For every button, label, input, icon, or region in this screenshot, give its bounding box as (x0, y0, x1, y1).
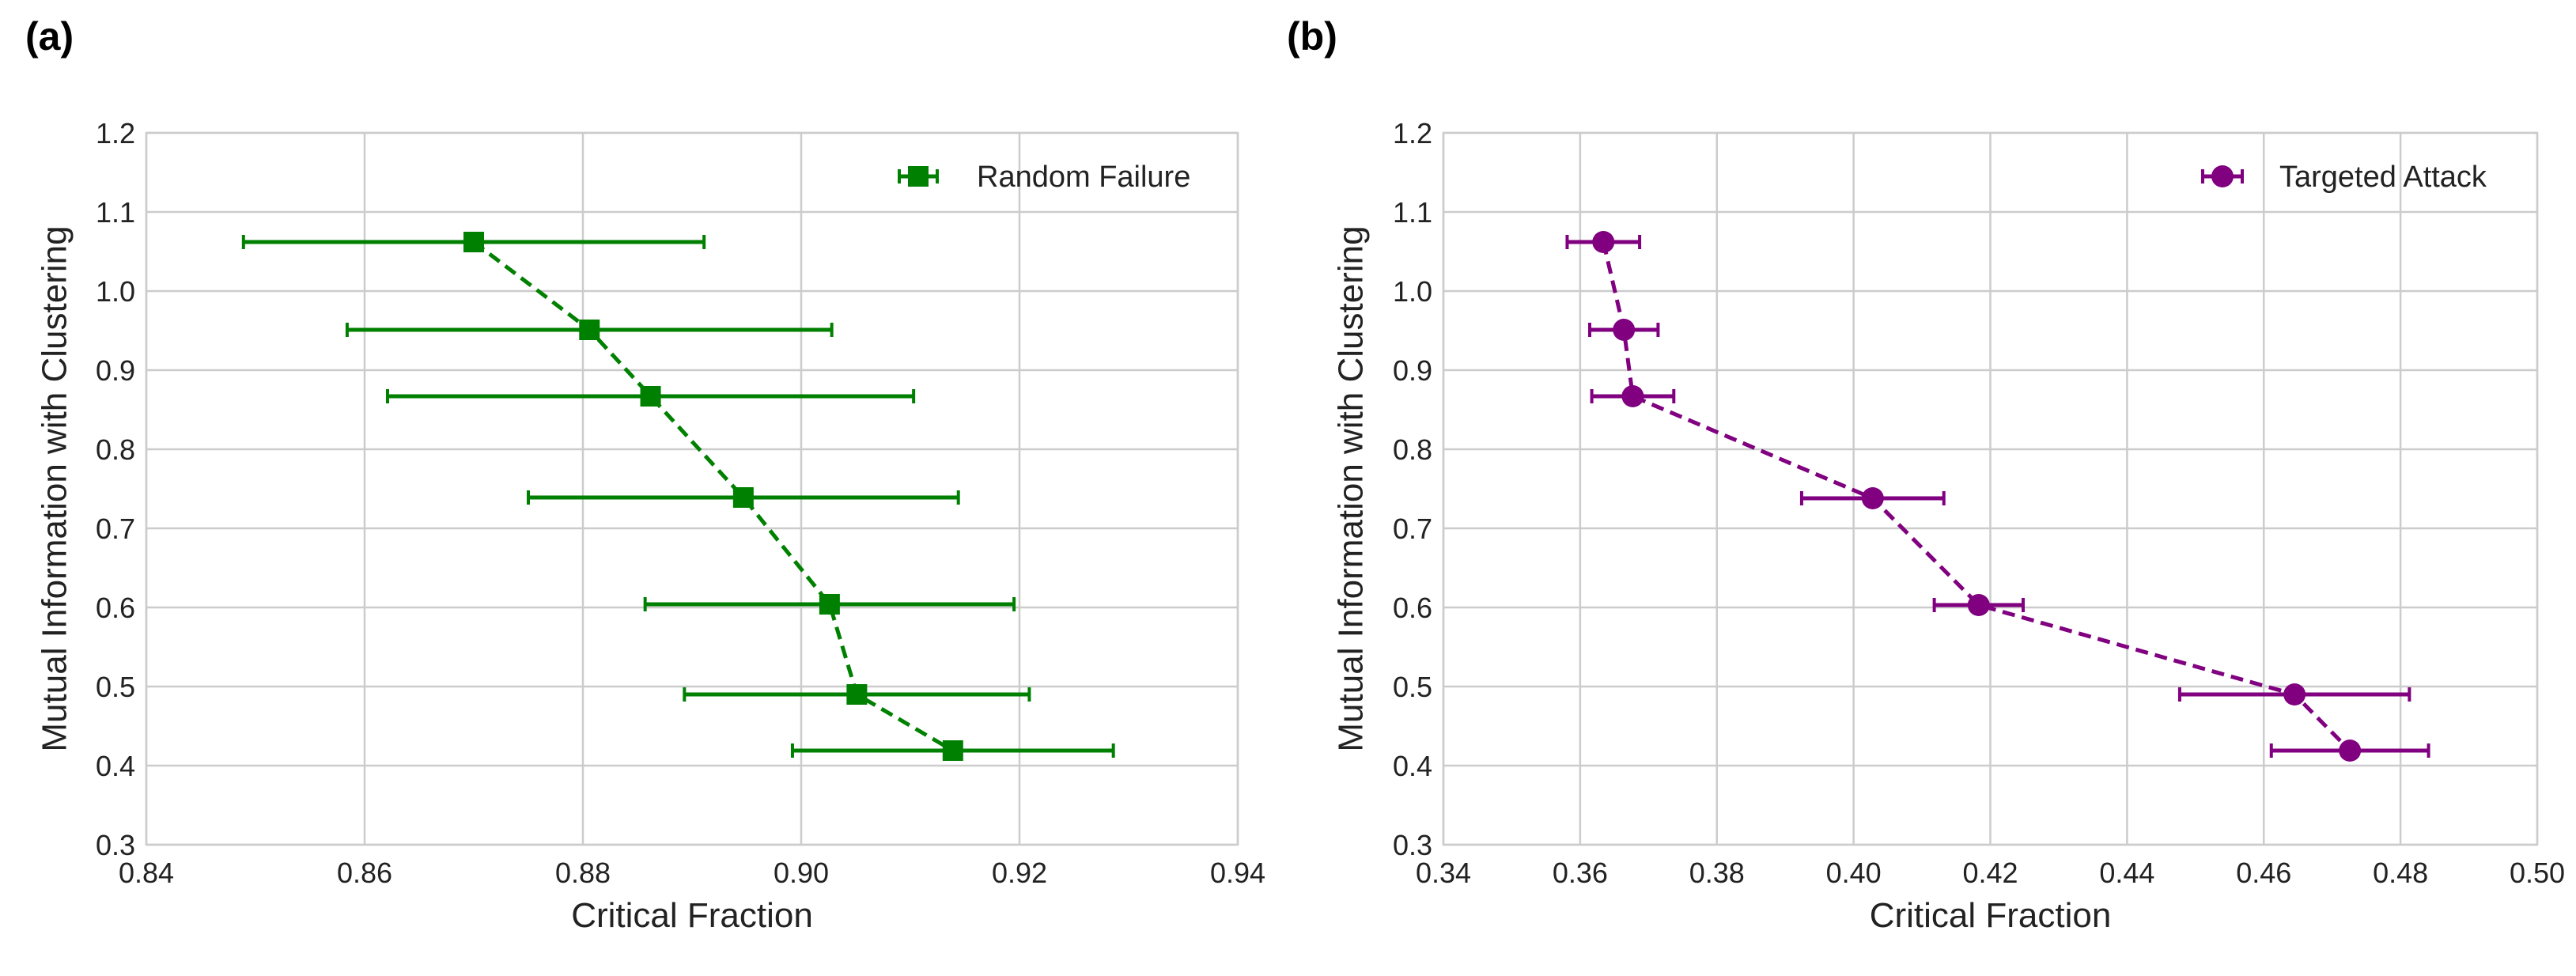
x-tick-label: 0.36 (1553, 857, 1608, 889)
y-tick-label: 1.0 (96, 275, 135, 308)
data-point (2283, 683, 2306, 706)
y-tick-label: 0.5 (96, 671, 135, 703)
y-tick-label: 0.9 (96, 354, 135, 387)
panel-label: (a) (25, 14, 74, 59)
y-tick-label: 1.1 (96, 196, 135, 229)
axes-frame (145, 131, 1239, 846)
y-tick-label: 0.9 (1393, 354, 1432, 387)
data-point (732, 487, 754, 508)
y-tick-label: 0.7 (1393, 513, 1432, 545)
legend-label: Targeted Attack (2279, 161, 2487, 194)
data-point (2339, 740, 2362, 762)
y-axis-label: Mutual Information with Clustering (36, 225, 74, 751)
y-tick-label: 0.3 (96, 829, 135, 861)
data-point (942, 740, 963, 761)
data-point (1592, 231, 1615, 253)
y-axis-label: Mutual Information with Clustering (1332, 225, 1371, 751)
data-point (1621, 385, 1644, 407)
data-point (846, 684, 868, 705)
x-tick-label: 0.86 (337, 857, 392, 889)
y-tick-label: 0.3 (1393, 829, 1432, 861)
x-tick-label: 0.38 (1689, 857, 1745, 889)
legend-marker (908, 166, 929, 187)
y-tick-label: 0.8 (96, 433, 135, 466)
y-tick-label: 0.4 (1393, 750, 1432, 782)
y-tick-label: 0.8 (1393, 433, 1432, 466)
x-axis-label: Critical Fraction (1870, 896, 2112, 935)
data-point (819, 594, 840, 615)
x-tick-label: 0.46 (2236, 857, 2291, 889)
panel-label: (b) (1287, 14, 1337, 59)
x-tick-label: 0.50 (2510, 857, 2565, 889)
y-tick-label: 1.1 (1393, 196, 1432, 229)
y-tick-label: 1.2 (96, 117, 135, 149)
data-point (1967, 594, 1990, 616)
y-tick-label: 0.6 (1393, 592, 1432, 624)
x-tick-label: 0.90 (774, 857, 829, 889)
x-axis-label: Critical Fraction (571, 896, 813, 935)
chart-panel-b: (b) 0.34 0.36 0.38 0.40 0.42 0.44 0.46 0.48 0.50 0… (1287, 14, 2565, 935)
x-tick-label: 0.42 (1962, 857, 2018, 889)
x-tick-label: 0.40 (1826, 857, 1882, 889)
x-tick-label: 0.94 (1210, 857, 1265, 889)
y-tick-label: 1.0 (1393, 275, 1432, 308)
axes-frame (1442, 131, 2539, 846)
y-tick-label: 1.2 (1393, 117, 1432, 149)
x-tick-label: 0.34 (1416, 857, 1471, 889)
data-point (640, 386, 661, 407)
data-point (1861, 487, 1884, 509)
x-tick-label: 0.84 (119, 857, 174, 889)
x-tick-label: 0.92 (992, 857, 1047, 889)
data-point (463, 232, 484, 252)
y-tick-label: 0.5 (1393, 671, 1432, 703)
legend-marker (2211, 165, 2234, 187)
x-tick-label: 0.48 (2373, 857, 2428, 889)
y-tick-label: 0.6 (96, 592, 135, 624)
x-tick-label: 0.44 (2099, 857, 2154, 889)
y-tick-label: 0.4 (96, 750, 135, 782)
y-tick-label: 0.7 (96, 513, 135, 545)
x-tick-label: 0.88 (555, 857, 611, 889)
data-point (579, 320, 600, 340)
legend-label: Random Failure (977, 161, 1190, 194)
chart-panel-a: (a) 0.84 0.86 0.88 0.90 0.92 0.94 0.3 0.4 0.5 0.6 0… (25, 14, 1265, 935)
data-point (1613, 319, 1636, 341)
